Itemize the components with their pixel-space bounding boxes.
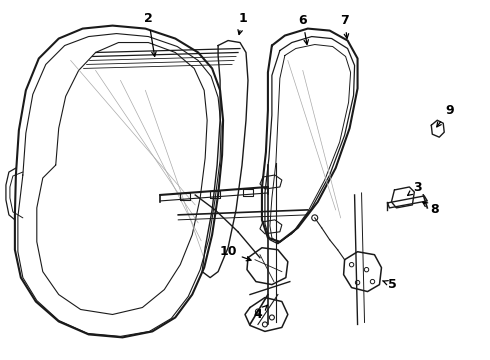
Text: 3: 3 xyxy=(408,181,422,195)
Text: 8: 8 xyxy=(423,202,439,216)
Text: 7: 7 xyxy=(340,14,349,39)
Text: 6: 6 xyxy=(298,14,308,44)
Text: 10: 10 xyxy=(220,245,251,261)
Text: 4: 4 xyxy=(253,305,267,321)
Text: 9: 9 xyxy=(437,104,454,127)
Text: 2: 2 xyxy=(144,12,156,57)
Text: 1: 1 xyxy=(238,12,247,35)
Text: 5: 5 xyxy=(383,278,397,291)
